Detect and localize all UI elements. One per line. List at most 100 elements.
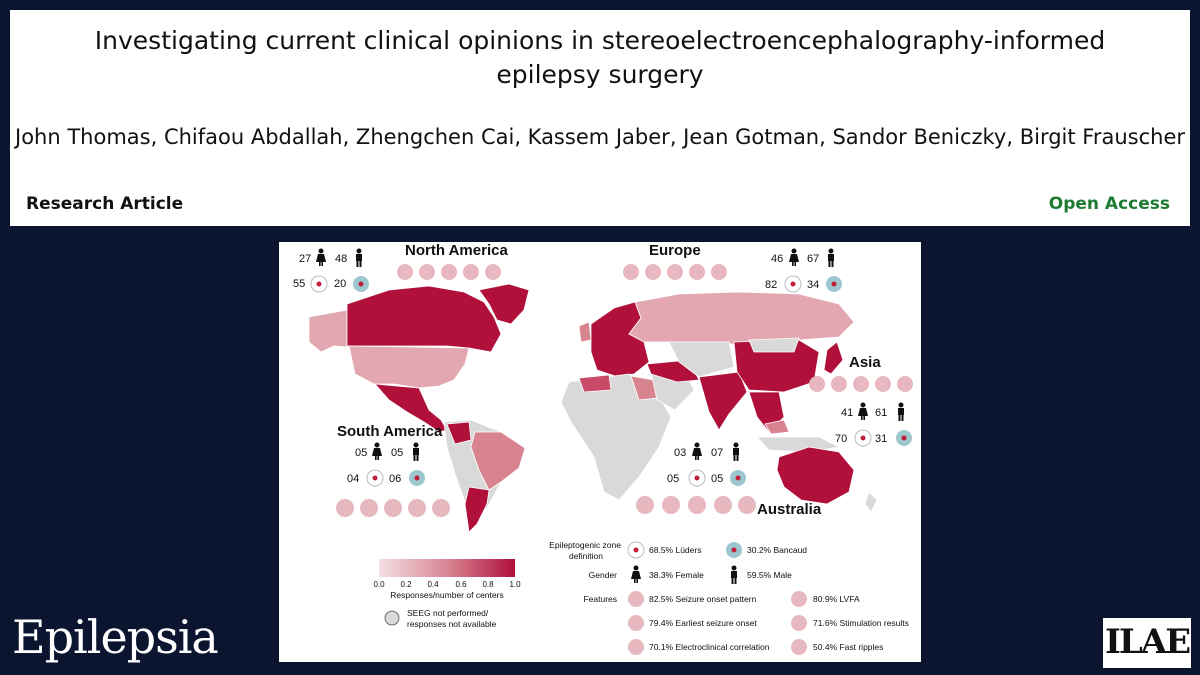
colorbar-label: Responses/number of centers bbox=[390, 590, 503, 600]
map-china bbox=[733, 339, 820, 393]
lvfa-icon bbox=[636, 496, 654, 514]
region-asia: Asia 41 61 70 31 bbox=[809, 354, 913, 447]
fast-ripples-icon bbox=[738, 496, 756, 514]
female-icon bbox=[789, 248, 799, 266]
map-japan bbox=[823, 341, 844, 375]
bancaud-count: 06 bbox=[389, 473, 401, 485]
not-available-line-1: SEEG not performed/ bbox=[407, 608, 489, 618]
region-name: Australia bbox=[757, 501, 822, 518]
seizure-onset-pattern-icon bbox=[809, 376, 825, 392]
features-label: Features bbox=[583, 594, 617, 604]
feature-icons-row bbox=[397, 264, 501, 280]
male-count: 48 bbox=[335, 253, 347, 265]
luders-count: 82 bbox=[765, 279, 777, 291]
earliest-onset-icon bbox=[360, 499, 378, 517]
world-map bbox=[308, 283, 878, 533]
map-argentina bbox=[464, 486, 490, 533]
earliest-onset-icon bbox=[628, 615, 644, 631]
feature-earliest-onset: 79.4% Earliest seizure onset bbox=[649, 618, 757, 628]
luders-icon bbox=[784, 275, 802, 293]
region-south-america: South America 05 05 04 06 bbox=[336, 423, 450, 517]
not-available-legend: SEEG not performed/ responses not availa… bbox=[384, 608, 497, 629]
map-usa bbox=[348, 345, 470, 389]
feature-electroclinical: 70.1% Electroclinical correlation bbox=[649, 642, 770, 652]
luders-count: 05 bbox=[667, 473, 679, 485]
fast-ripples-icon bbox=[897, 376, 913, 392]
luders-icon bbox=[627, 541, 645, 559]
bancaud-icon bbox=[826, 276, 842, 292]
male-icon bbox=[733, 442, 739, 461]
not-available-line-2: responses not available bbox=[407, 619, 497, 629]
lvfa-icon bbox=[791, 591, 807, 607]
ez-label-line-1: Epileptogenic zone bbox=[549, 540, 621, 550]
female-count: 27 bbox=[299, 253, 311, 265]
journal-logo[interactable]: Epilepsia bbox=[12, 610, 219, 664]
bancaud-count: 20 bbox=[334, 278, 346, 290]
world-map-figure: North America 27 48 55 20 Europe 46 67 bbox=[293, 242, 913, 655]
female-count: 46 bbox=[771, 253, 783, 265]
luders-icon bbox=[688, 469, 706, 487]
seizure-onset-pattern-icon bbox=[397, 264, 413, 280]
luders-percent: 68.5% Lüders bbox=[649, 545, 701, 555]
colorbar: 0.0 0.2 0.4 0.6 0.8 1.0 Responses/number… bbox=[373, 559, 521, 600]
colorbar-tick: 1.0 bbox=[509, 580, 521, 589]
map-india bbox=[698, 371, 748, 431]
grey-swatch bbox=[384, 610, 400, 626]
earliest-onset-icon bbox=[853, 376, 869, 392]
lvfa-icon bbox=[831, 376, 847, 392]
colorbar-tick: 0.6 bbox=[455, 580, 467, 589]
male-icon bbox=[356, 248, 362, 267]
colorbar-tick: 0.0 bbox=[373, 580, 385, 589]
map-canada bbox=[346, 285, 502, 353]
region-name: South America bbox=[337, 423, 443, 440]
article-header: Investigating current clinical opinions … bbox=[10, 10, 1190, 226]
electroclinical-icon bbox=[408, 499, 426, 517]
female-icon bbox=[631, 565, 641, 583]
bancaud-count: 05 bbox=[711, 473, 723, 485]
earliest-onset-icon bbox=[645, 264, 661, 280]
lvfa-icon bbox=[689, 264, 705, 280]
colorbar-tick: 0.2 bbox=[400, 580, 412, 589]
summary-legend: Epileptogenic zone definition 68.5% Lüde… bbox=[549, 540, 909, 655]
luders-icon bbox=[366, 469, 384, 487]
bancaud-percent: 30.2% Bancaud bbox=[747, 545, 807, 555]
male-count: 67 bbox=[807, 253, 819, 265]
ilae-logo[interactable]: ILAE bbox=[1103, 618, 1191, 668]
bancaud-icon bbox=[730, 470, 746, 486]
gender-label: Gender bbox=[589, 570, 618, 580]
bancaud-icon bbox=[726, 542, 742, 558]
male-count: 07 bbox=[711, 447, 723, 459]
stimulation-icon bbox=[485, 264, 501, 280]
female-icon bbox=[692, 442, 702, 460]
stimulation-icon bbox=[688, 496, 706, 514]
seizure-onset-pattern-icon bbox=[628, 591, 644, 607]
ilae-logo-text: ILAE bbox=[1105, 622, 1191, 662]
map-mongolia bbox=[748, 337, 800, 353]
luders-count: 55 bbox=[293, 278, 305, 290]
map-malaysia bbox=[764, 419, 790, 435]
stimulation-icon bbox=[667, 264, 683, 280]
title-line-2: epilepsy surgery bbox=[496, 60, 704, 89]
female-count: 05 bbox=[355, 447, 367, 459]
male-percent: 59.5% Male bbox=[747, 570, 792, 580]
male-icon bbox=[828, 248, 834, 267]
colorbar-tick: 0.8 bbox=[482, 580, 494, 589]
male-icon bbox=[413, 442, 419, 461]
feature-icons-row bbox=[809, 376, 913, 392]
region-north-america: North America 27 48 55 20 bbox=[293, 242, 508, 293]
article-title: Investigating current clinical opinions … bbox=[10, 24, 1190, 92]
ez-label-line-2: definition bbox=[569, 551, 603, 561]
author-list: John Thomas, Chifaou Abdallah, Zhengchen… bbox=[15, 125, 1185, 149]
feature-icons-row bbox=[636, 496, 756, 514]
feature-seizure-onset-pattern: 82.5% Seizure onset pattern bbox=[649, 594, 757, 604]
stimulation-icon bbox=[791, 615, 807, 631]
feature-lvfa: 80.9% LVFA bbox=[813, 594, 860, 604]
map-brazil bbox=[470, 431, 526, 491]
region-europe: Europe 46 67 82 34 bbox=[623, 242, 842, 293]
open-access-badge[interactable]: Open Access bbox=[1048, 194, 1170, 214]
map-uk bbox=[578, 321, 592, 343]
region-name: North America bbox=[405, 242, 508, 259]
seizure-onset-pattern-icon bbox=[623, 264, 639, 280]
female-count: 03 bbox=[674, 447, 686, 459]
female-icon bbox=[316, 248, 326, 266]
